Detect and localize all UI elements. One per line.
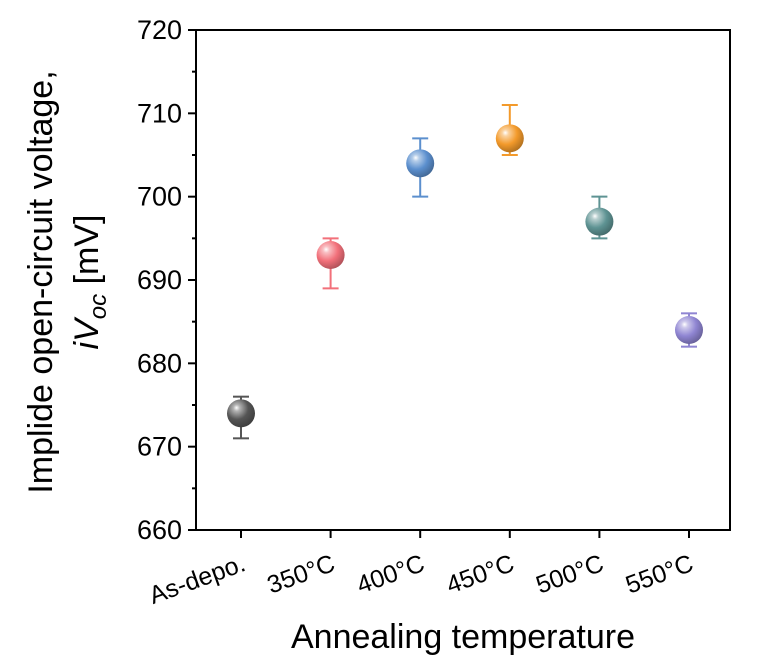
data-points: [227, 124, 703, 428]
plot-frame: [195, 29, 731, 531]
x-tick-label: 500°C: [532, 549, 607, 599]
data-point: [495, 124, 524, 153]
data-point: [675, 316, 703, 344]
y-axis-ticks: 660 670 680 690 700 710 720: [137, 15, 196, 545]
data-point: [406, 149, 435, 178]
data-point: [316, 241, 345, 269]
y-axis-label-unit: [mV]: [68, 215, 106, 294]
y-axis-label-subscript: oc: [85, 294, 112, 319]
x-tick-label: 450°C: [443, 549, 518, 599]
y-axis-label-line1: Implide open-circuit voltage,: [22, 70, 60, 493]
y-axis-label-line2: iVoc [mV]: [68, 215, 112, 350]
x-tick-label: As-depo.: [145, 549, 249, 610]
y-tick-label: 660: [137, 515, 182, 545]
x-tick-label: 400°C: [353, 549, 428, 599]
y-tick-label: 690: [137, 265, 182, 295]
y-tick-label: 710: [137, 98, 182, 128]
y-tick-label: 680: [137, 348, 182, 378]
x-tick-label: 550°C: [622, 549, 697, 599]
y-tick-label: 700: [137, 182, 182, 212]
x-axis-ticks: As-depo. 350°C 400°C 450°C 500°C 550°C: [145, 530, 697, 610]
x-tick-label: 350°C: [264, 549, 339, 599]
y-axis-label-symbol: iV: [68, 316, 106, 350]
x-axis-label: Annealing temperature: [291, 618, 635, 656]
y-tick-label: 720: [137, 15, 182, 45]
y-tick-label: 670: [137, 432, 182, 462]
data-point: [585, 207, 614, 236]
data-point: [227, 399, 255, 428]
error-bars: [233, 104, 697, 440]
